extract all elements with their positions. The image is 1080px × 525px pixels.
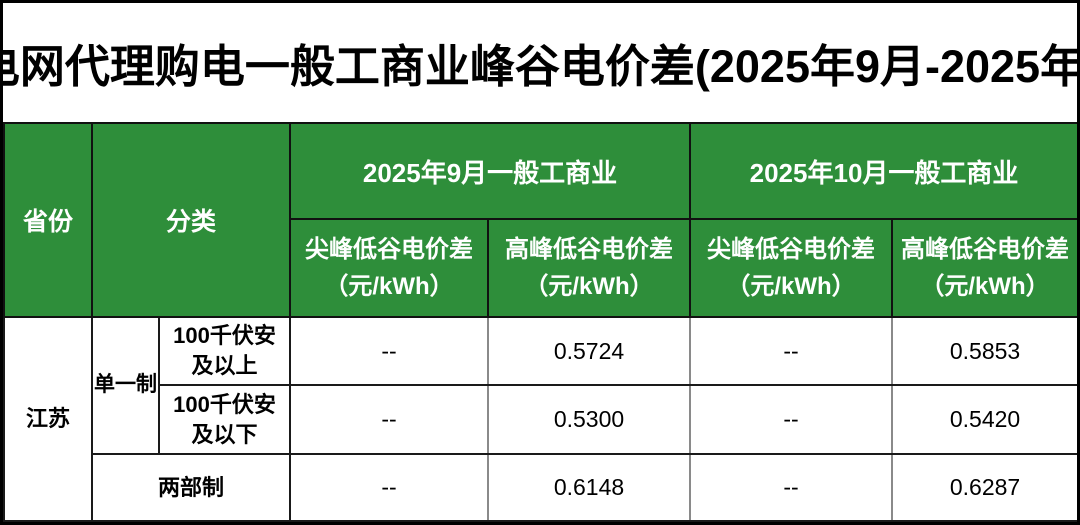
header-sep-high-peak-valley-diff: 高峰低谷电价差 （元/kWh） xyxy=(487,218,692,318)
header-oct-high-peak-valley-diff: 高峰低谷电价差 （元/kWh） xyxy=(891,218,1077,318)
title-bar: 最新电网代理购电一般工商业峰谷电价差(2025年9月-2025年10月) xyxy=(3,3,1077,122)
cell-category-100kva-below: 100千伏安 及以下 xyxy=(157,384,292,455)
cell-oct-sharp-row3: -- xyxy=(689,453,894,522)
table-row-kva-above: 江苏 单一制 100千伏安 及以上 -- 0.5724 -- 0.5853 xyxy=(3,316,1077,522)
cell-sep-high-row1: 0.5724 xyxy=(487,316,692,386)
header-group-oct-2025: 2025年10月一般工商业 xyxy=(689,122,1077,220)
header-oct-sharp-peak-valley-diff: 尖峰低谷电价差 （元/kWh） xyxy=(689,218,894,318)
cell-category-two-part-system: 两部制 xyxy=(90,453,292,522)
cell-oct-high-row3: 0.6287 xyxy=(891,453,1077,522)
cell-oct-sharp-row2: -- xyxy=(689,384,894,455)
cell-oct-high-row1: 0.5853 xyxy=(891,316,1077,386)
header-province: 省份 xyxy=(3,122,93,318)
cell-tariff-single-system: 单一制 xyxy=(91,316,160,455)
cell-province-jiangsu: 江苏 xyxy=(3,316,93,522)
cell-sep-sharp-row1: -- xyxy=(289,316,490,386)
cell-sep-sharp-row3: -- xyxy=(289,453,490,522)
cell-sep-high-row3: 0.6148 xyxy=(487,453,692,522)
cell-oct-sharp-row1: -- xyxy=(689,316,894,386)
cell-sep-sharp-row2: -- xyxy=(289,384,490,455)
cell-category-100kva-above: 100千伏安 及以上 xyxy=(157,316,292,386)
header-category: 分类 xyxy=(90,122,292,318)
header-row-subcolumns: 尖峰低谷电价差 （元/kWh） 高峰低谷电价差 （元/kWh） 尖峰低谷电价差 … xyxy=(4,218,1077,318)
cell-sep-high-row2: 0.5300 xyxy=(487,384,692,455)
header-row-groups: 省份 分类 2025年9月一般工商业 2025年10月一般工商业 xyxy=(3,122,1077,318)
header-group-sep-2025: 2025年9月一般工商业 xyxy=(289,122,692,220)
table-row-two-part: 两部制 -- 0.6148 -- 0.6287 xyxy=(4,453,1077,522)
table-row-kva-below: 100千伏安 及以下 -- 0.5300 -- 0.5420 xyxy=(4,384,1077,455)
page-title: 最新电网代理购电一般工商业峰谷电价差(2025年9月-2025年10月) xyxy=(3,41,1077,92)
cell-oct-high-row2: 0.5420 xyxy=(891,384,1077,455)
header-sep-sharp-peak-valley-diff: 尖峰低谷电价差 （元/kWh） xyxy=(289,218,490,318)
peak-valley-price-table: 省份 分类 2025年9月一般工商业 2025年10月一般工商业 尖峰低谷电价差… xyxy=(3,122,1077,522)
